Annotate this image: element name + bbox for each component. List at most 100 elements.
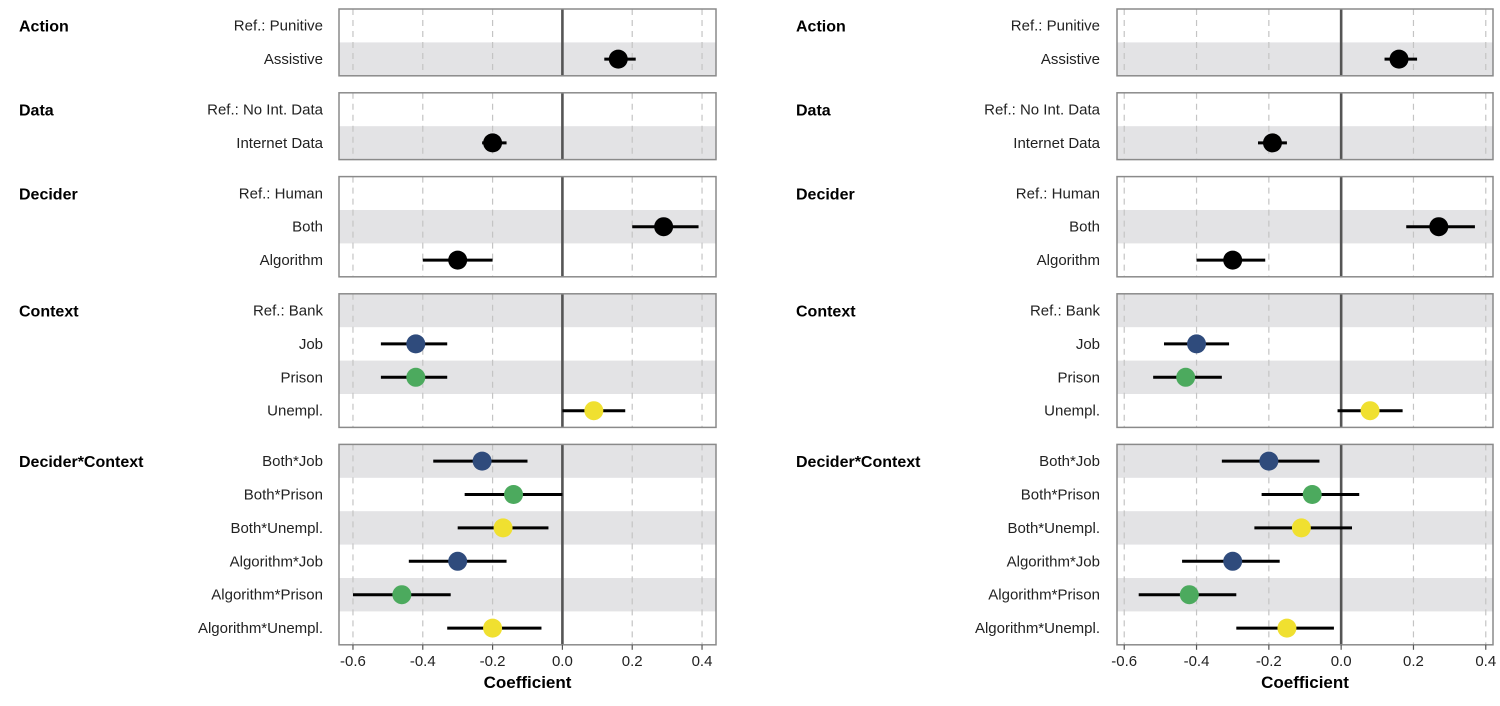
estimate-point <box>483 133 503 153</box>
row-band <box>339 126 716 160</box>
x-tick-label: -0.6 <box>1111 653 1137 670</box>
term-label: Ref.: No Int. Data <box>207 102 324 119</box>
row-band <box>1117 126 1493 160</box>
panel-1: Data Ref.: No Int. Data Internet Data <box>19 92 717 161</box>
term-label: Both*Job <box>1039 453 1100 470</box>
term-label: Algorithm*Job <box>1007 553 1100 570</box>
x-tick-label: -0.4 <box>410 653 436 670</box>
term-label: Algorithm*Prison <box>988 587 1100 604</box>
term-label: Internet Data <box>1013 135 1100 152</box>
term-label: Assistive <box>1041 51 1100 68</box>
estimate-point <box>1187 334 1207 354</box>
term-label: Assistive <box>264 51 323 68</box>
term-label: Both*Unempl. <box>1007 520 1100 537</box>
term-label: Ref.: Bank <box>253 303 324 320</box>
group-label: Decider <box>19 186 78 203</box>
estimate-point <box>1302 485 1322 504</box>
group-label: Data <box>796 103 831 120</box>
term-label: Both*Prison <box>244 487 323 504</box>
estimate-point <box>392 585 412 605</box>
estimate-point <box>1360 401 1380 421</box>
row-band <box>339 293 716 328</box>
term-label: Ref.: Human <box>1016 185 1100 202</box>
term-label: Both <box>292 219 323 236</box>
estimate-point <box>1429 217 1449 237</box>
term-label: Unempl. <box>267 403 323 420</box>
estimate-point <box>1179 585 1199 605</box>
panel-frame <box>338 92 717 161</box>
term-label: Both <box>1069 219 1100 236</box>
estimate-point <box>504 485 524 504</box>
group-label: Action <box>19 19 69 36</box>
panel-frame <box>338 175 717 278</box>
group-label: Data <box>19 103 54 120</box>
term-label: Job <box>1076 336 1100 353</box>
group-label: Context <box>19 304 79 321</box>
group-label: Context <box>796 304 856 321</box>
panel-0: Action Ref.: Punitive Assistive <box>796 8 1494 77</box>
term-label: Algorithm <box>260 252 323 269</box>
panel-2: Decider Ref.: Human Both Algorithm <box>19 175 717 278</box>
term-label: Ref.: Bank <box>1030 303 1101 320</box>
term-label: Ref.: Human <box>239 185 323 202</box>
panel-frame <box>1116 175 1494 278</box>
estimate-point <box>1277 618 1297 638</box>
panel-frame <box>338 293 717 429</box>
term-label: Both*Unempl. <box>230 520 323 537</box>
term-label: Job <box>299 336 323 353</box>
estimate-point <box>406 334 426 354</box>
x-tick-label: 0.2 <box>622 653 643 670</box>
panel-frame <box>1116 92 1494 161</box>
x-tick-label: -0.2 <box>480 653 506 670</box>
term-label: Algorithm*Unempl. <box>975 620 1100 637</box>
panel-4: Decider*Context Both*Job Both*Prison Both*U… <box>796 443 1494 646</box>
panel-frame <box>1116 443 1494 646</box>
term-label: Ref.: Punitive <box>1011 18 1100 35</box>
term-label: Algorithm*Unempl. <box>198 620 323 637</box>
x-tick-label: 0.0 <box>1331 653 1352 670</box>
row-band <box>1117 293 1493 328</box>
estimate-point <box>1223 250 1243 270</box>
panel-frame <box>338 443 717 646</box>
estimate-point <box>1291 518 1311 538</box>
estimate-point <box>472 451 492 471</box>
panel-0: Action Ref.: Punitive Assistive <box>19 8 717 77</box>
x-axis-title: Coefficient <box>1261 673 1349 692</box>
group-label: Decider <box>796 186 855 203</box>
panel-frame <box>1116 8 1494 77</box>
estimate-point <box>1262 133 1282 153</box>
term-label: Ref.: Punitive <box>234 18 323 35</box>
chart-1: Action Ref.: Punitive Assistive Data Ref.: N… <box>19 8 717 692</box>
panel-1: Data Ref.: No Int. Data Internet Data <box>796 92 1494 161</box>
term-label: Internet Data <box>236 135 323 152</box>
estimate-point <box>448 250 468 270</box>
x-tick-label: 0.4 <box>692 653 713 670</box>
term-label: Prison <box>1057 369 1100 386</box>
x-tick-label: 0.4 <box>1475 653 1496 670</box>
estimate-point <box>584 401 604 421</box>
x-tick-label: -0.6 <box>340 653 366 670</box>
estimate-point <box>483 618 503 638</box>
group-label: Decider*Context <box>796 454 921 471</box>
estimate-point <box>1259 451 1279 471</box>
group-label: Decider*Context <box>19 454 144 471</box>
term-label: Ref.: No Int. Data <box>984 102 1101 119</box>
estimate-point <box>1223 551 1243 571</box>
x-tick-label: 0.0 <box>552 653 573 670</box>
panel-3: Context Ref.: Bank Job Prison Unempl. <box>796 293 1494 429</box>
estimate-point <box>493 518 513 538</box>
x-tick-label: -0.4 <box>1184 653 1210 670</box>
estimate-point <box>406 367 426 387</box>
row-band <box>1117 42 1493 76</box>
panel-2: Decider Ref.: Human Both Algorithm <box>796 175 1494 278</box>
term-label: Algorithm*Prison <box>211 587 323 604</box>
term-label: Both*Job <box>262 453 323 470</box>
panel-frame <box>338 8 717 77</box>
estimate-point <box>1176 367 1196 387</box>
term-label: Algorithm <box>1037 252 1100 269</box>
estimate-point <box>608 49 628 69</box>
estimate-point <box>448 551 468 571</box>
panel-3: Context Ref.: Bank Job Prison Unempl. <box>19 293 717 429</box>
estimate-point <box>1389 49 1409 69</box>
